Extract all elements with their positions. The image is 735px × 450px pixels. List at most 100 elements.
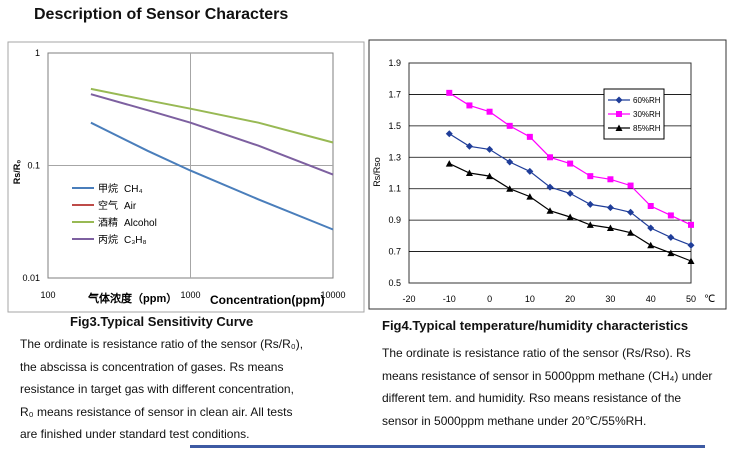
page-title: Description of Sensor Characters [34, 6, 289, 23]
data-point [486, 108, 493, 115]
fig3-description-line: are finished under standard test conditi… [20, 427, 250, 441]
fig4-description: The ordinate is resistance ratio of the … [382, 342, 727, 432]
data-point [647, 241, 655, 249]
fig3-description-line: resistance in target gas with different … [20, 382, 294, 396]
y-tick-labels: 1 0.1 0.01 [22, 48, 40, 283]
x-tick-label: 0 [487, 294, 492, 304]
y-tick-label: 1.1 [388, 184, 401, 194]
y-tick-label: 1.9 [388, 58, 401, 68]
y-tick-label: 0.9 [388, 215, 401, 225]
grid-lines [48, 53, 333, 278]
y-tick-label: 1.5 [388, 121, 401, 131]
fig3-description-line: R₀ means resistance of sensor in clean a… [20, 404, 293, 419]
legend: 60%RH 30%RH 85%RH [603, 88, 665, 140]
temperature-humidity-chart: 1.9 1.7 1.5 1.3 1.1 0.9 0.7 0.5 -20 -10 0 10 20 30 40… [368, 39, 727, 310]
data-point [687, 257, 695, 264]
x-tick-labels: -20 -10 0 10 20 30 40 50 [402, 294, 696, 304]
data-point [506, 122, 513, 129]
data-point [526, 167, 534, 175]
data-point [587, 173, 594, 180]
data-point [546, 207, 554, 214]
x-tick-labels: 100 1000 10000 [40, 290, 345, 300]
series-lines [90, 87, 334, 231]
bottom-rule [190, 445, 705, 448]
y-tick-label: 0.7 [388, 247, 401, 257]
x-tick-label: 50 [686, 294, 696, 304]
data-point [687, 241, 695, 249]
fig4-description-line: different tem. and humidity. Rso means r… [382, 391, 682, 405]
series-line [90, 121, 334, 231]
legend-label-cn: 酒精 [98, 216, 118, 229]
data-point [445, 160, 453, 167]
fig3-description-line: The ordinate is resistance ratio of the … [20, 337, 304, 351]
data-point [667, 249, 675, 257]
data-point [616, 111, 622, 117]
data-point [566, 213, 574, 220]
data-point [506, 185, 514, 192]
y-tick-label: 1.3 [388, 152, 401, 162]
x-tick-label: -10 [443, 294, 456, 304]
data-point [466, 102, 473, 109]
legend-label-en: C₃H₈ [124, 235, 147, 246]
legend-label-cn: 丙烷 [98, 233, 118, 246]
legend: 甲烷 CH₄ 空气 Air 酒精 Alcohol 丙烷 C₃H₈ [72, 182, 157, 246]
sensitivity-chart: 1 0.1 0.01 100 1000 10000 甲烷 CH₄ 空气 Air 酒精 Alcoho… [7, 41, 365, 313]
data-point [566, 189, 574, 197]
fig4-caption: Fig4.Typical temperature/humidity charac… [382, 318, 689, 333]
legend-label: 酒精 Alcohol [98, 216, 157, 229]
data-point [647, 224, 655, 232]
data-point [607, 176, 614, 183]
legend-label-en: CH₄ [124, 184, 143, 195]
legend-label: 丙烷 C₃H₈ [98, 233, 147, 246]
x-axis-label: Concentration(ppm) [210, 293, 325, 307]
x-axis-label-cn: 气体浓度（ppm） [87, 291, 177, 305]
data-point [606, 204, 614, 212]
fig4-description-line: means resistance of sensor in 5000ppm me… [382, 368, 713, 383]
x-tick-label: 20 [565, 294, 575, 304]
data-point [446, 89, 453, 96]
data-point [647, 203, 654, 209]
data-point [486, 145, 494, 153]
data-point [667, 233, 675, 241]
data-point [465, 169, 473, 176]
data-point [586, 200, 594, 208]
x-tick-label: 1000 [180, 290, 200, 300]
legend-label-cn: 甲烷 [98, 182, 118, 195]
legend-label: 甲烷 CH₄ [98, 182, 143, 195]
series-line [90, 87, 334, 144]
x-tick-label: 100 [40, 290, 55, 300]
data-point [688, 221, 694, 228]
y-tick-label: 0.5 [388, 278, 401, 288]
y-tick-label: 1 [35, 48, 40, 58]
y-axis-label: Rs/R₀ [12, 160, 22, 185]
fig3-caption: Fig3.Typical Sensitivity Curve [70, 314, 254, 329]
data-point [606, 224, 614, 231]
x-tick-label: 30 [605, 294, 615, 304]
data-point [627, 182, 634, 189]
data-point [526, 133, 533, 140]
series-line [90, 93, 334, 176]
data-point [627, 208, 635, 216]
y-tick-label: 1.7 [388, 89, 401, 99]
data-point [615, 124, 623, 131]
data-point [615, 96, 623, 104]
legend-label-en: Air [124, 201, 137, 212]
data-point [465, 142, 473, 150]
x-tick-label: 40 [646, 294, 656, 304]
fig3-description-line: the abscissa is concentration of gases. … [20, 359, 284, 374]
fig4-description-line: sensor in 5000ppm methane under 20℃/55%R… [382, 413, 647, 428]
x-axis-unit: ℃ [704, 294, 715, 305]
data-point [445, 130, 453, 138]
data-point [627, 229, 635, 236]
fig4-description-line: The ordinate is resistance ratio of the … [382, 346, 691, 360]
data-point [546, 183, 554, 191]
legend-label-en: Alcohol [124, 218, 157, 229]
x-tick-label: -20 [402, 294, 415, 304]
y-axis-label: Rs/Rso [372, 157, 382, 187]
data-point [486, 172, 494, 180]
data-point [567, 160, 574, 167]
legend-label: 空气 Air [98, 199, 137, 212]
data-point [667, 212, 674, 219]
data-point [526, 193, 534, 200]
legend-label: 85%RH [633, 124, 661, 133]
